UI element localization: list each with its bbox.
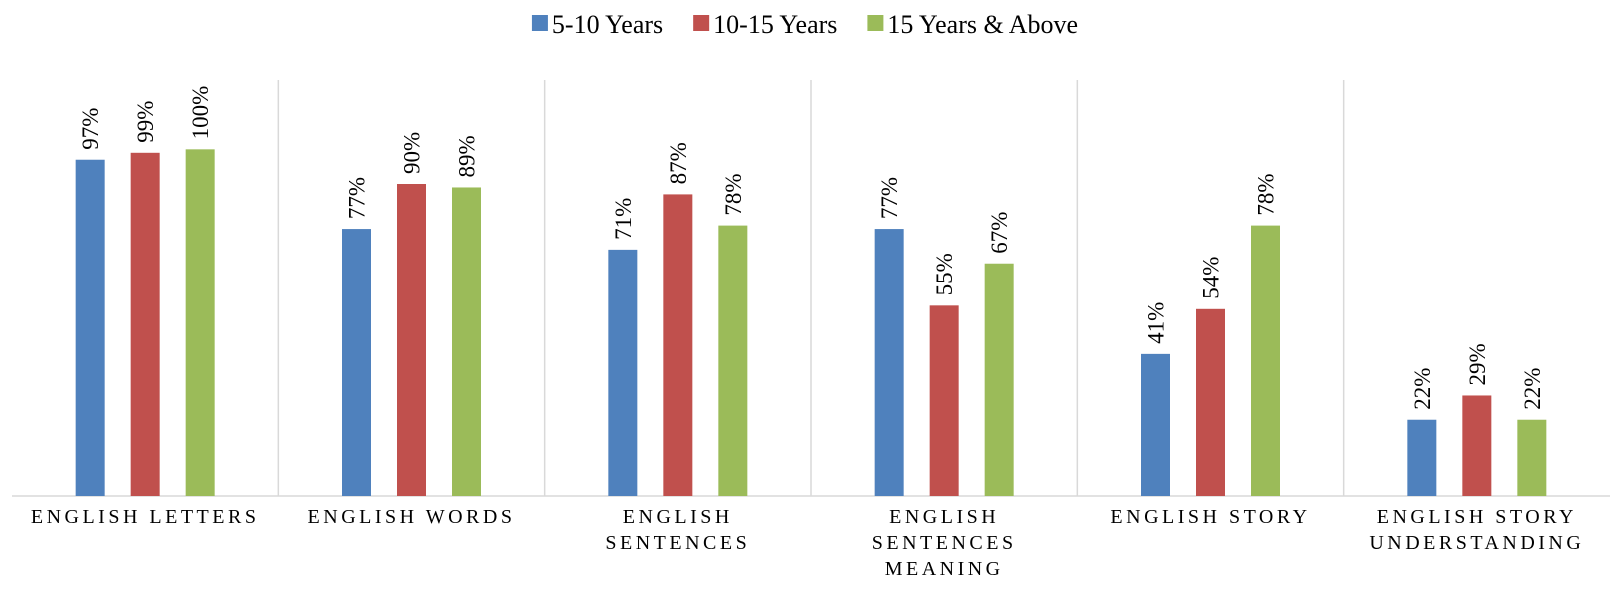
x-tick-label: ENGLISH STORY UNDERSTANDING (1369, 506, 1585, 554)
bar (874, 229, 904, 497)
data-label: 90% (400, 132, 425, 174)
x-tick-label: ENGLISH SENTENCES (605, 506, 751, 554)
data-label: 78% (1254, 173, 1279, 215)
bar (1462, 395, 1492, 496)
x-tick-label: ENGLISH STORY (1110, 506, 1311, 528)
data-label: 55% (932, 253, 957, 295)
data-label: 89% (455, 135, 480, 177)
bar (1251, 225, 1280, 496)
data-label: 22% (1520, 368, 1545, 410)
legend-swatch (867, 15, 884, 31)
data-label: 22% (1410, 368, 1435, 410)
data-label: 29% (1465, 343, 1490, 385)
legend-swatch (531, 15, 548, 31)
x-tick-label: ENGLISH WORDS (307, 506, 516, 528)
x-tick-label: ENGLISH SENTENCES MEANING (871, 506, 1017, 580)
bar (718, 225, 748, 496)
bar (1407, 419, 1437, 496)
legend-label: 15 Years & Above (887, 10, 1078, 39)
data-label: 87% (666, 142, 691, 184)
data-label: 78% (721, 173, 746, 215)
bar (1196, 308, 1225, 496)
data-label: 71% (611, 198, 636, 240)
legend-label: 10-15 Years (713, 10, 837, 39)
data-label: 77% (877, 177, 902, 219)
data-label: 67% (987, 212, 1012, 254)
bar (75, 159, 105, 496)
data-label: 97% (78, 108, 103, 150)
data-label: 77% (345, 177, 370, 219)
bar (452, 187, 481, 496)
legend: 5-10 Years 10-15 Years 15 Years & Above (531, 10, 1078, 39)
bar (342, 229, 371, 497)
legend-swatch (693, 15, 710, 31)
data-label: 54% (1199, 257, 1224, 299)
data-label: 41% (1144, 302, 1169, 344)
bar (1141, 353, 1170, 496)
bar (984, 263, 1014, 496)
x-tick-label: ENGLISH LETTERS (30, 506, 260, 528)
data-label: 100% (188, 86, 213, 140)
data-label: 99% (133, 101, 158, 143)
bar (608, 249, 638, 496)
bar (929, 305, 959, 496)
bar (1517, 419, 1547, 496)
bar (663, 194, 693, 496)
bar (130, 152, 160, 497)
bar (185, 149, 215, 497)
legend-label: 5-10 Years (552, 10, 663, 39)
bar (397, 184, 426, 496)
